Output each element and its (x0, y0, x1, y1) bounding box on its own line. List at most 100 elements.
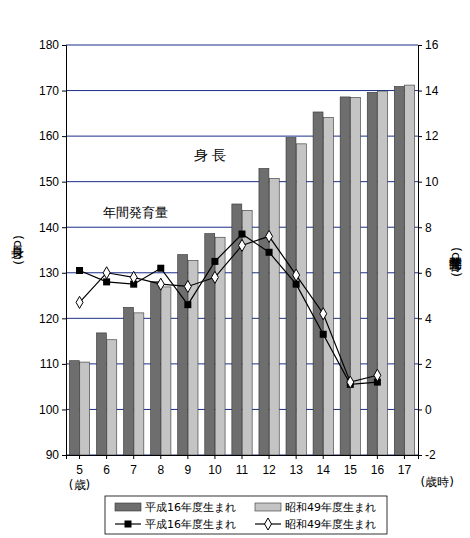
line (80, 234, 378, 384)
legend-item: 平成16年度生まれ (115, 518, 236, 531)
legend-label: 昭和49年度生まれ (285, 501, 376, 514)
y-axis-title: 身長(cm) (11, 235, 26, 265)
line (80, 236, 378, 382)
legend-swatch (255, 503, 281, 511)
tick-mark (418, 318, 422, 319)
legend-label: 平成16年度生まれ (145, 518, 236, 531)
plot-area (69, 85, 414, 455)
tick-mark (62, 91, 66, 92)
marker (211, 271, 218, 283)
tick-mark (242, 455, 243, 459)
tick-mark (214, 455, 215, 459)
tick-mark (79, 455, 80, 459)
tick: 6 (103, 455, 110, 477)
tick-label: 17 (398, 463, 412, 477)
tick-mark (62, 318, 66, 319)
chart: 90100110120130140150160170180-2024681012… (0, 0, 470, 538)
tick-mark (418, 182, 422, 183)
tick-label: 2 (425, 357, 432, 371)
tick: 8 (157, 455, 164, 477)
tick-mark (296, 455, 297, 459)
axis-line (419, 46, 423, 456)
tick-label: 11 (236, 463, 249, 477)
tick: 110 (40, 357, 66, 371)
legend: 平成16年度生まれ昭和49年度生まれ平成16年度生まれ昭和49年度生まれ (105, 496, 387, 534)
tick: -2 (418, 448, 436, 462)
tick-mark (62, 409, 66, 410)
tick-label: 8 (157, 463, 164, 477)
legend-label: 昭和49年度生まれ (285, 518, 376, 531)
bar (124, 307, 134, 455)
marker (125, 521, 132, 528)
grid-line (66, 136, 418, 137)
tick-mark (62, 227, 66, 228)
tick-mark (404, 455, 405, 459)
legend-label: 平成16年度生まれ (145, 501, 236, 514)
tick-mark (187, 455, 188, 459)
tick: 16 (418, 38, 439, 52)
tick-label: -2 (425, 448, 436, 462)
tick: 17 (398, 455, 412, 477)
marker (184, 280, 191, 292)
bar (96, 333, 106, 455)
tick-label: 10 (425, 175, 439, 189)
bar (151, 281, 161, 455)
legend-item: 昭和49年度生まれ (255, 501, 376, 514)
tick-label: 90 (46, 448, 60, 462)
marker (239, 239, 246, 251)
tick-mark (418, 91, 422, 92)
legend-item: 平成16年度生まれ (115, 501, 236, 514)
line-series (76, 231, 381, 388)
legend-swatch (115, 503, 141, 511)
tick-label: 8 (425, 221, 432, 235)
bar (215, 237, 225, 455)
bar (69, 361, 79, 455)
tick: 160 (39, 129, 66, 143)
tick-mark (323, 455, 324, 459)
tick: 100 (39, 403, 66, 417)
tick-label: 120 (39, 312, 59, 326)
marker (130, 271, 137, 283)
bar (269, 178, 279, 455)
marker (184, 301, 191, 308)
tick: 140 (39, 221, 66, 235)
tick-label: 9 (185, 463, 192, 477)
tick-label: 110 (40, 357, 59, 371)
tick: 180 (39, 38, 66, 52)
marker (265, 518, 272, 530)
bar (378, 91, 388, 455)
tick: 14 (418, 84, 439, 98)
tick: 16 (371, 455, 385, 477)
tick-mark (62, 364, 66, 365)
grid (66, 45, 418, 455)
tick-label: 140 (39, 221, 59, 235)
marker (103, 267, 110, 279)
bar (367, 92, 377, 455)
tick-mark (418, 227, 422, 228)
tick: 5 (76, 455, 83, 477)
tick-mark (62, 45, 66, 46)
bar (340, 97, 350, 455)
bar (80, 362, 90, 455)
tick-mark (62, 273, 66, 274)
legend-item: 昭和49年度生まれ (255, 518, 376, 531)
tick-mark (106, 455, 107, 459)
tick: 90 (46, 448, 66, 462)
tick: 0 (418, 403, 432, 417)
annotation: 年間発育量 (103, 205, 168, 220)
tick-mark (418, 45, 422, 46)
marker (266, 249, 273, 256)
x-axis: 567891011121314151617 (67, 455, 419, 477)
tick: 150 (39, 175, 66, 189)
marker (266, 230, 273, 242)
bar-series (69, 86, 404, 455)
tick: 12 (418, 129, 439, 143)
tick-mark (350, 455, 351, 459)
marker (76, 267, 83, 274)
bar (259, 168, 269, 455)
bar (107, 340, 117, 455)
tick-mark (418, 409, 422, 410)
marker (211, 258, 218, 265)
tick: 15 (344, 455, 358, 477)
tick: 130 (39, 266, 66, 280)
